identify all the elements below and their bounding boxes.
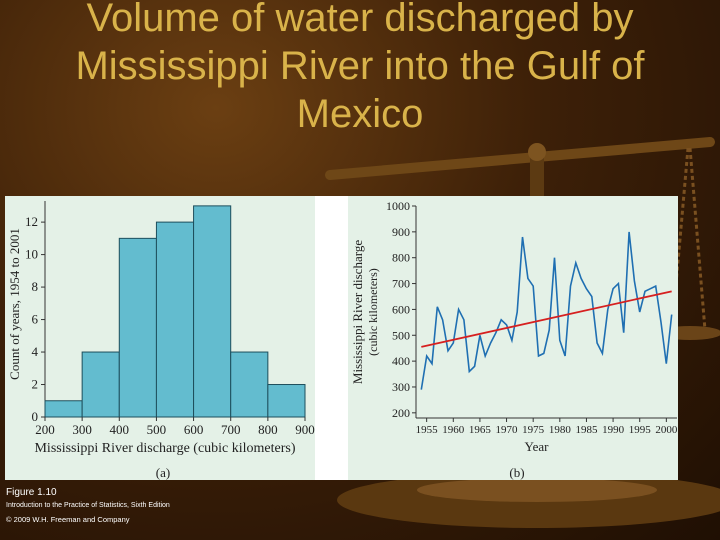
- timeplot-y-tick-label: 300: [392, 380, 410, 394]
- histogram-x-tick-label: 500: [147, 422, 167, 437]
- histogram-bar: [81, 351, 120, 418]
- timeplot-x-tick-label: 1960: [442, 424, 465, 436]
- histogram-x-tick-label: 800: [258, 422, 278, 437]
- timeplot-y-tick-label: 500: [392, 328, 410, 342]
- timeplot-x-axis-label: Year: [525, 439, 550, 454]
- timeplot-y-tick-label: 900: [392, 225, 410, 239]
- scale-beam: [325, 137, 715, 180]
- timeplot-y-tick-label: 200: [392, 406, 410, 420]
- timeplot-x-tick-label: 1995: [629, 424, 652, 436]
- histogram-y-tick-label: 10: [25, 247, 38, 262]
- histogram-y-axis-label: Count of years, 1954 to 2001: [7, 228, 22, 380]
- histogram-y-tick-label: 0: [32, 409, 39, 424]
- histogram-x-tick-label: 600: [184, 422, 204, 437]
- timeplot-x-tick-label: 1965: [469, 424, 492, 436]
- histogram-bar: [155, 221, 195, 418]
- timeplot-panel-label: (b): [509, 465, 524, 480]
- timeplot-x-tick-label: 1970: [496, 424, 519, 436]
- slide-title: Volume of water discharged by Mississipp…: [0, 0, 720, 138]
- slide-title-line: Volume of water discharged by: [86, 0, 634, 40]
- timeplot-x-tick-label: 2000: [655, 424, 678, 436]
- scale-pivot: [528, 143, 546, 161]
- histogram-x-tick-label: 400: [110, 422, 130, 437]
- histogram-y-tick-label: 4: [32, 344, 39, 359]
- timeplot-series-line: [420, 231, 673, 390]
- histogram-bar: [267, 384, 306, 418]
- histogram-panel-label: (a): [156, 465, 170, 480]
- scale-base-top: [417, 478, 657, 502]
- timeplot-y-tick-label: 1000: [386, 199, 410, 213]
- histogram-x-tick-label: 200: [35, 422, 55, 437]
- book-title: Introduction to the Practice of Statisti…: [6, 502, 170, 509]
- scale-chain-right-2: [670, 147, 690, 331]
- scale-chain-right: [688, 147, 707, 331]
- histogram-bar: [44, 400, 83, 418]
- histogram-y-tick-label: 6: [32, 312, 39, 327]
- histogram-y-tick-label: 12: [25, 214, 38, 229]
- timeplot-trend-line: [421, 290, 672, 348]
- figure-label: Figure 1.10: [6, 487, 57, 498]
- timeplot-x-tick-label: 1975: [522, 424, 545, 436]
- timeplot-x-tick-label: 1990: [602, 424, 625, 436]
- histogram-x-tick-label: 900: [295, 422, 315, 437]
- timeplot-y-axis-label: Mississippi River discharge: [350, 240, 365, 384]
- timeplot-y-tick-label: 700: [392, 277, 410, 291]
- histogram-x-tick-label: 700: [221, 422, 241, 437]
- timeplot-x-tick-label: 1985: [575, 424, 598, 436]
- copyright: © 2009 W.H. Freeman and Company: [6, 515, 130, 524]
- slide-title-line: Mexico: [296, 92, 424, 136]
- histogram-bar: [193, 205, 232, 418]
- figure-panel: 0 2 4 6 8 10 12 200 300 400 500 600 700 800 900 Mississ…: [5, 196, 678, 480]
- timeplot-y-tick-label: 800: [392, 251, 410, 265]
- histogram-bar: [230, 351, 269, 418]
- timeplot-y-tick-label: 600: [392, 302, 410, 316]
- histogram-bar: [118, 237, 157, 418]
- timeplot-y-tick-label: 400: [392, 354, 410, 368]
- timeplot-x-tick-label: 1955: [416, 424, 439, 436]
- timeplot-y-axis-sublabel: (cubic kilometers): [366, 268, 380, 356]
- histogram-y-tick-label: 2: [32, 377, 39, 392]
- histogram-y-tick-label: 8: [32, 279, 39, 294]
- slide-title-line: Mississippi River into the Gulf of: [75, 44, 645, 88]
- histogram-x-axis-label: Mississippi River discharge (cubic kilom…: [34, 441, 295, 456]
- timeplot-x-tick-label: 1980: [549, 424, 572, 436]
- histogram-x-tick-label: 300: [72, 422, 92, 437]
